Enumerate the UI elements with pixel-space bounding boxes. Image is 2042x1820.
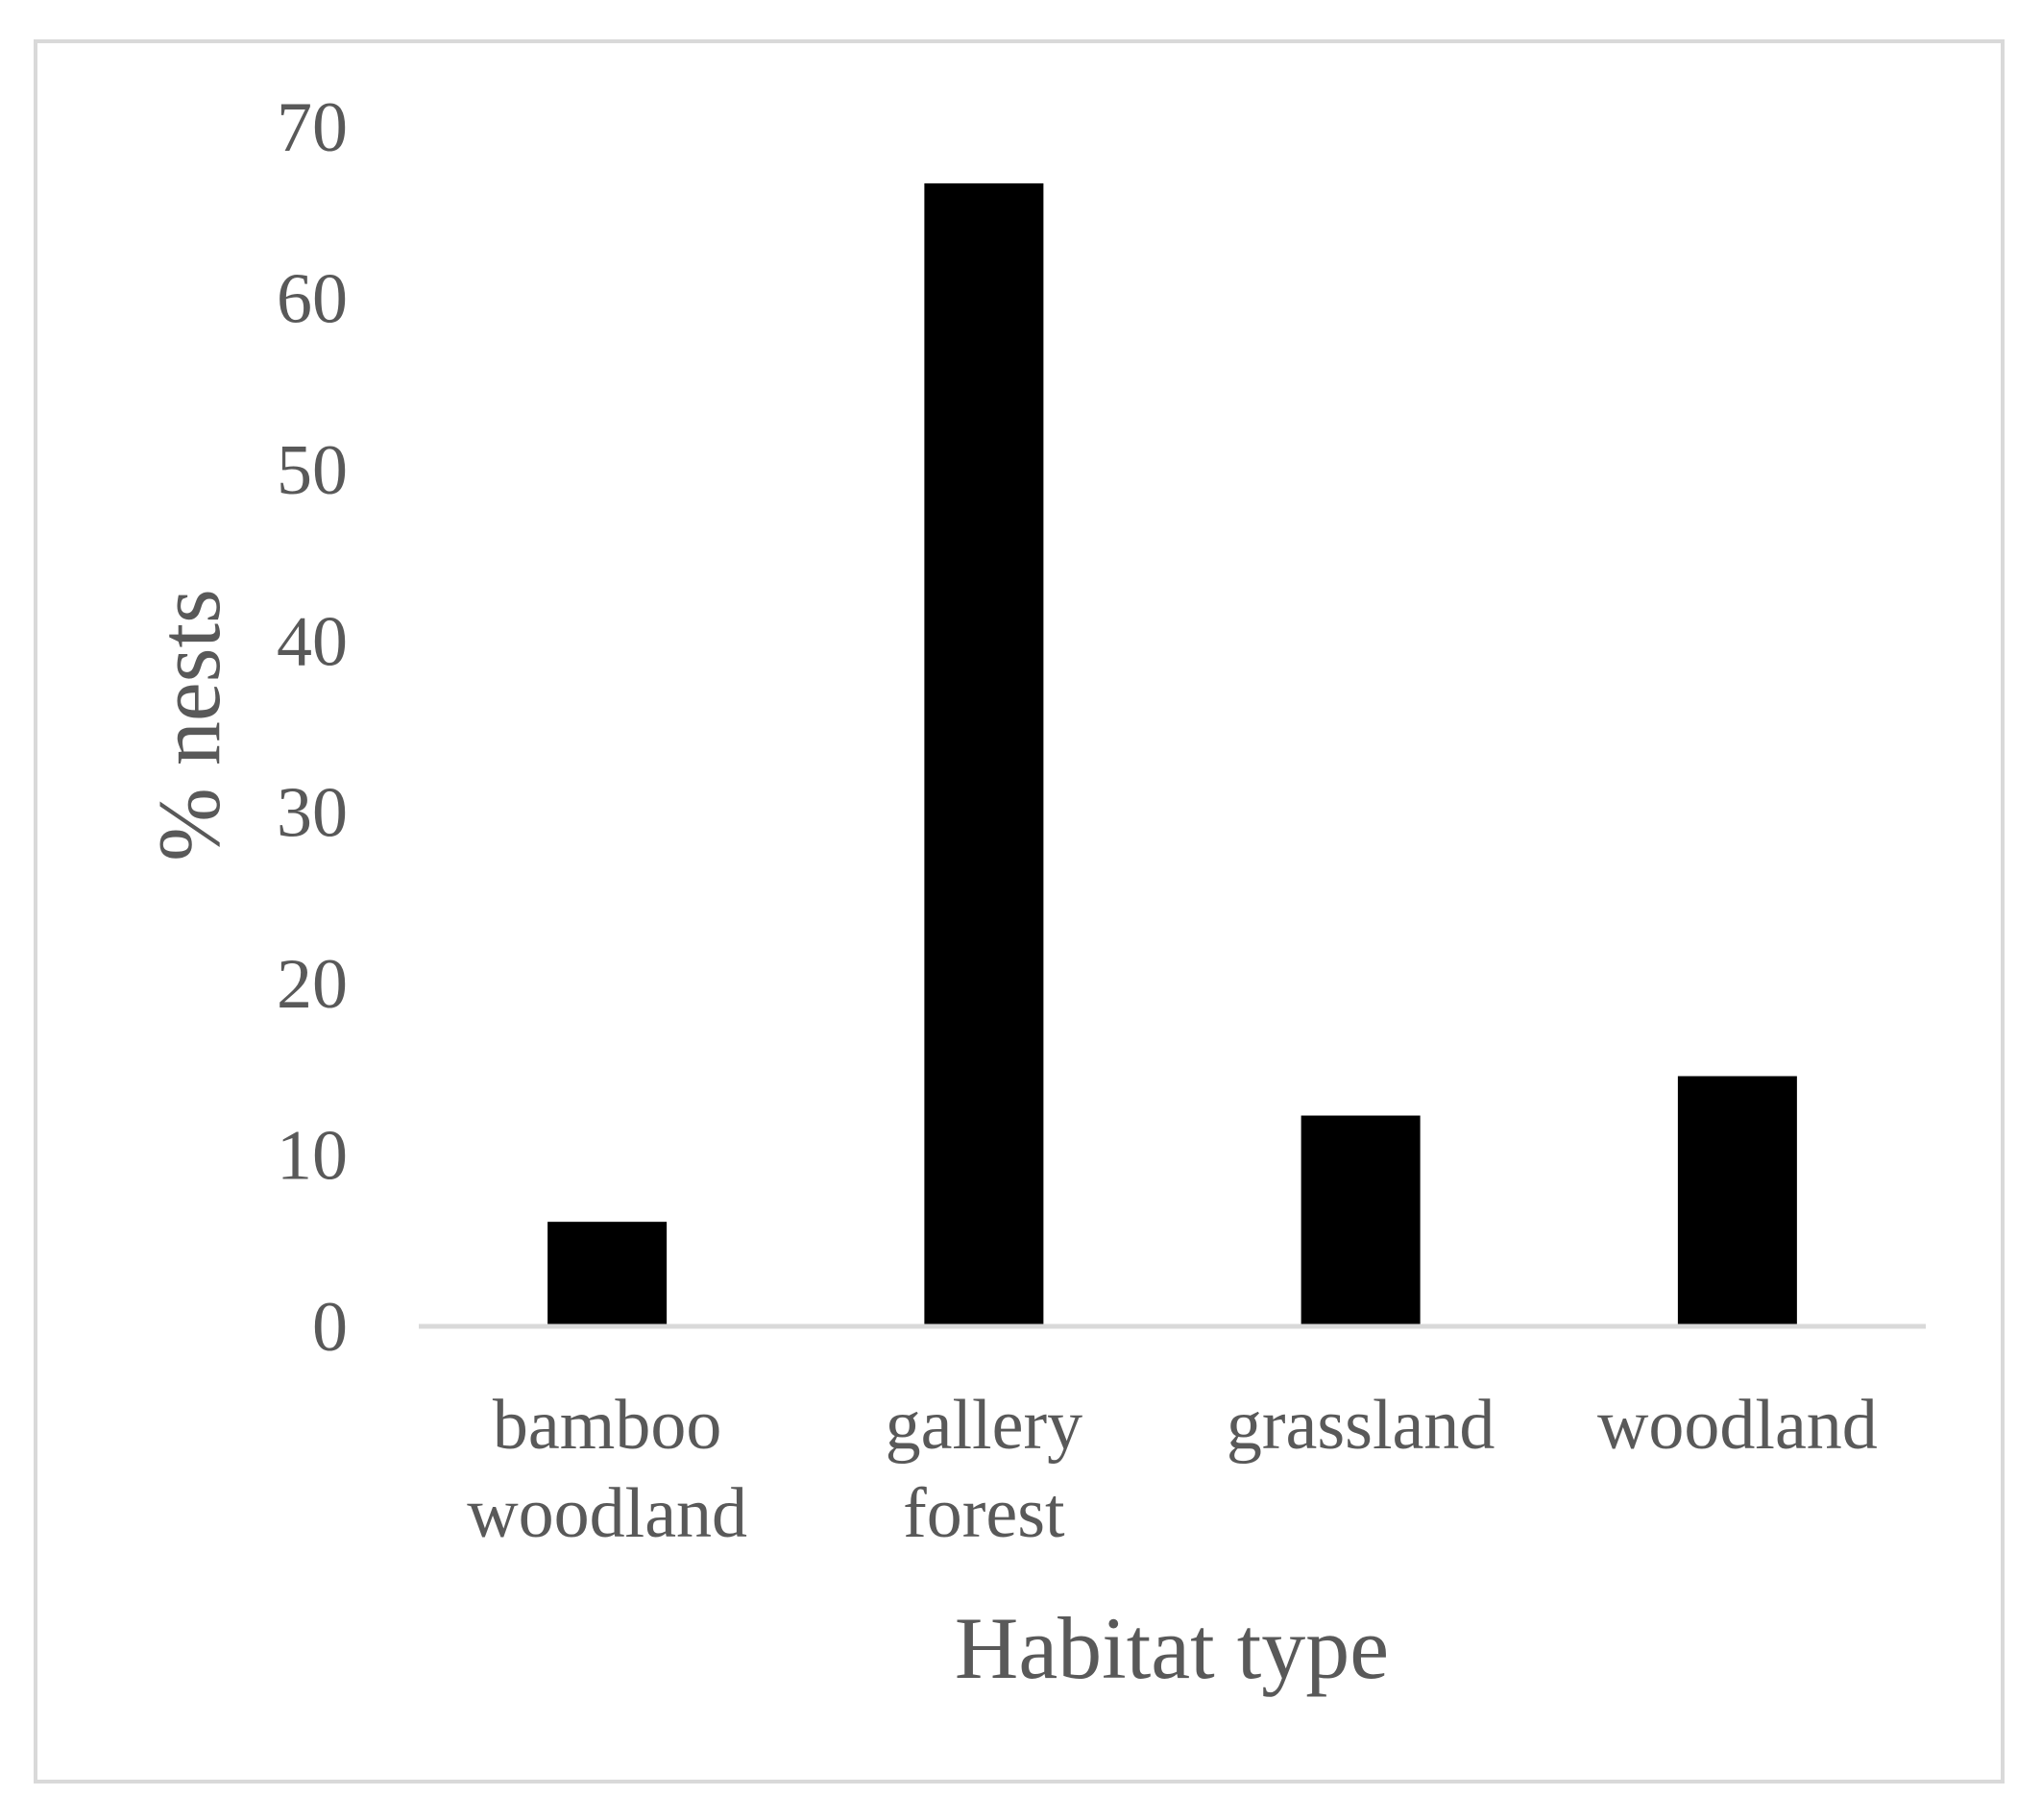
category-labels: bamboo woodland gallery forest grassland wood… [467, 1386, 1878, 1553]
bar-2 [1301, 1115, 1421, 1326]
y-tick-label: 50 [277, 431, 348, 510]
y-tick-label: 10 [277, 1117, 348, 1196]
y-axis-title: % nests [140, 589, 238, 861]
y-tick-label: 20 [277, 945, 348, 1024]
category-label: woodland [1597, 1386, 1878, 1465]
y-tick-label: 40 [277, 602, 348, 681]
y-tick-label: 30 [277, 774, 348, 853]
category-label: gallery [886, 1386, 1082, 1465]
bar-3 [1677, 1076, 1797, 1326]
y-tick-label: 70 [277, 88, 348, 167]
category-label: forest [903, 1474, 1065, 1553]
category-label: bamboo [493, 1386, 721, 1465]
category-label: woodland [467, 1474, 747, 1553]
category-label: grassland [1227, 1386, 1495, 1465]
y-tick-labels: 0 10 20 30 40 50 60 70 [277, 88, 348, 1367]
bar-0 [547, 1222, 668, 1326]
y-tick-label: 0 [312, 1288, 348, 1367]
bar-1 [924, 182, 1044, 1326]
y-tick-label: 60 [277, 259, 348, 338]
x-axis-title: Habitat type [955, 1599, 1389, 1697]
bars-layer [547, 182, 1797, 1326]
